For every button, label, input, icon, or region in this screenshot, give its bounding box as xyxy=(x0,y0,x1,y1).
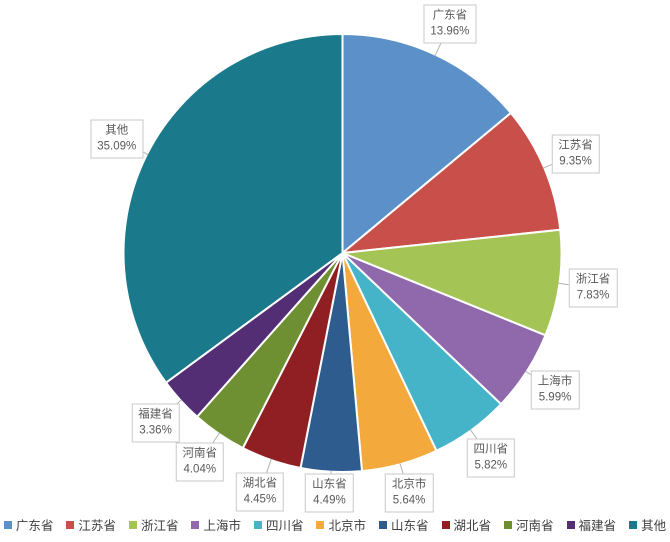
data-label-percent: 5.64% xyxy=(392,494,426,507)
legend-label: 广东省 xyxy=(15,519,54,533)
data-label-1: 江苏省 9.35% xyxy=(551,134,600,174)
legend-swatch-icon xyxy=(504,520,513,529)
data-label-6: 山东省 4.49% xyxy=(305,473,354,513)
data-label-percent: 13.96% xyxy=(430,25,470,38)
legend-item-6[interactable]: 山东省 xyxy=(379,515,429,534)
legend-swatch-icon xyxy=(379,520,387,529)
legend-label: 山东省 xyxy=(391,519,429,533)
data-label-5: 北京市 5.64% xyxy=(384,473,434,513)
legend-item-9[interactable]: 福建省 xyxy=(566,515,617,534)
data-label-3: 上海市 5.99% xyxy=(530,370,580,410)
legend-swatch-icon xyxy=(441,520,450,529)
legend-swatch-icon xyxy=(191,520,200,529)
data-label-2: 浙江省 7.83% xyxy=(568,268,618,308)
legend-swatch-icon xyxy=(316,520,325,529)
legend-item-4[interactable]: 四川省 xyxy=(253,515,304,534)
legend-label: 四川省 xyxy=(265,519,304,533)
legend-item-2[interactable]: 浙江省 xyxy=(128,515,179,534)
data-label-name: 浙江省 xyxy=(575,273,611,286)
data-label-0: 广东省 13.96% xyxy=(423,4,477,44)
data-label-percent: 5.82% xyxy=(474,459,508,472)
data-label-percent: 4.45% xyxy=(243,493,277,506)
data-label-name: 北京市 xyxy=(391,478,427,491)
data-label-percent: 7.83% xyxy=(576,289,610,302)
legend-item-8[interactable]: 河南省 xyxy=(504,515,554,534)
legend-swatch-icon xyxy=(128,520,137,529)
data-label-10: 其他 35.09% xyxy=(90,119,144,159)
data-label-name: 山东省 xyxy=(312,478,347,491)
legend-swatch-icon xyxy=(629,520,638,529)
data-label-8: 河南省 4.04% xyxy=(175,442,225,482)
legend-label: 上海市 xyxy=(203,519,241,533)
data-label-name: 广东省 xyxy=(432,9,468,22)
legend-item-10[interactable]: 其他 xyxy=(629,515,666,534)
data-label-name: 四川省 xyxy=(473,443,509,456)
data-label-name: 上海市 xyxy=(537,375,573,388)
data-label-percent: 35.09% xyxy=(97,140,137,153)
legend-label: 河南省 xyxy=(516,519,554,533)
data-label-percent: 5.99% xyxy=(538,391,572,404)
data-label-name: 福建省 xyxy=(138,408,173,421)
data-label-4: 四川省 5.82% xyxy=(466,438,516,478)
data-label-percent: 3.36% xyxy=(139,424,172,437)
legend-label: 福建省 xyxy=(578,519,617,533)
legend-label: 其他 xyxy=(641,519,667,533)
legend-label: 湖北省 xyxy=(453,519,492,533)
legend-swatch-icon xyxy=(3,520,12,529)
data-label-percent: 4.04% xyxy=(183,463,217,476)
legend-label: 江苏省 xyxy=(78,519,116,533)
data-label-name: 河南省 xyxy=(182,447,218,460)
data-label-7: 湖北省 4.45% xyxy=(235,472,285,512)
data-label-9: 福建省 3.36% xyxy=(131,403,180,443)
legend-label: 北京市 xyxy=(328,519,366,533)
legend-item-1[interactable]: 江苏省 xyxy=(66,515,116,534)
legend-label: 浙江省 xyxy=(140,519,179,533)
legend-item-3[interactable]: 上海市 xyxy=(191,515,241,534)
data-label-percent: 9.35% xyxy=(559,155,592,168)
legend-item-7[interactable]: 湖北省 xyxy=(441,515,492,534)
data-label-name: 其他 xyxy=(105,124,129,137)
legend-item-5[interactable]: 北京市 xyxy=(316,515,366,534)
data-label-name: 江苏省 xyxy=(558,139,593,152)
data-label-name: 湖北省 xyxy=(242,477,278,490)
data-label-percent: 4.49% xyxy=(313,494,346,507)
legend-swatch-icon xyxy=(66,520,75,529)
legend-swatch-icon xyxy=(253,520,262,529)
legend-swatch-icon xyxy=(566,520,575,529)
chart-legend: 广东省 江苏省 浙江省 上海市 四川省 北京市 山东省 湖北省 河南省 福建省 其他 xyxy=(0,515,670,534)
legend-item-0[interactable]: 广东省 xyxy=(3,515,54,534)
